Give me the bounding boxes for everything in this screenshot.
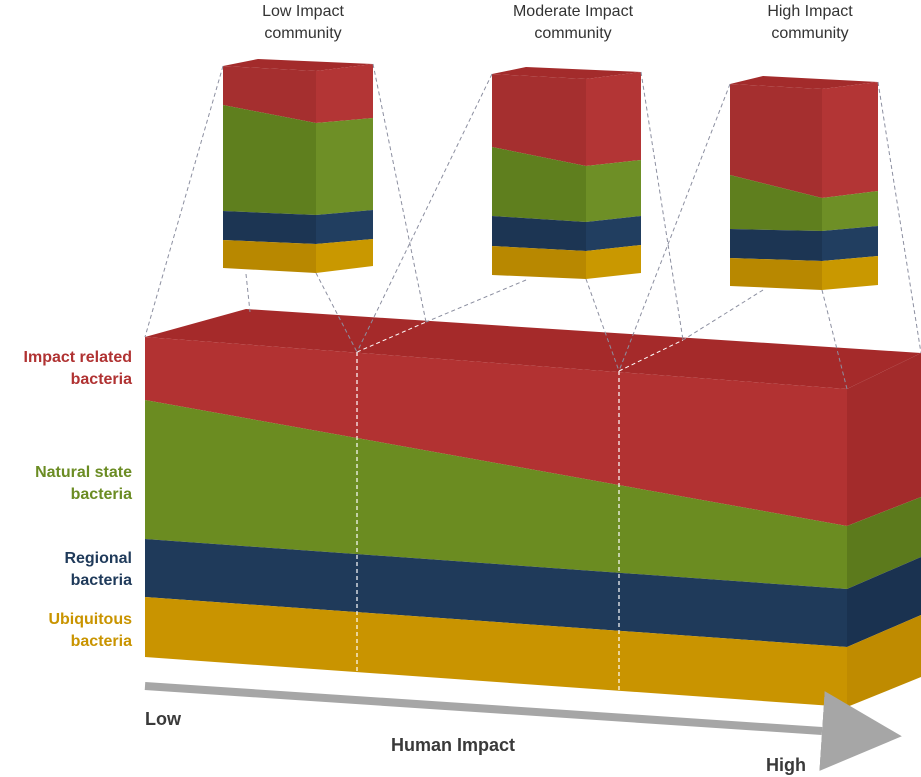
label-ubiquitous-line1: Ubiquitous [48,611,132,628]
main-slab-ubiquitous-band [145,597,847,707]
label-regional-line1: Regional [64,550,132,567]
label-natural-state-line2: bacteria [70,486,132,503]
community-title-low-line1: Low Impact [262,3,344,20]
community-title-moderate-line2: community [534,25,612,42]
axis-low-label: Low [145,709,181,729]
community-title-low-line2: community [264,25,342,42]
main-slab-side-impact [847,353,921,526]
human-impact-arrow [144,682,902,771]
high-impact-cube [730,76,878,290]
community-title-moderate: Moderate Impact community [493,1,653,45]
main-slab-side-natural [847,497,921,589]
main-slab-side-ubiquitous [847,615,921,707]
label-ubiquitous: Ubiquitous bacteria [0,609,132,653]
label-natural-state: Natural state bacteria [0,462,132,506]
community-title-moderate-line1: Moderate Impact [512,3,634,20]
slice-top-low [356,321,427,353]
community-title-high: High Impact community [740,1,880,45]
main-slab-impact-band [145,337,847,526]
label-ubiquitous-line2: bacteria [70,633,132,650]
label-regional: Regional bacteria [0,548,132,592]
moderate-impact-cube [492,67,641,279]
label-regional-line2: bacteria [70,572,132,589]
label-impact-related-line2: bacteria [70,371,132,388]
community-title-high-line2: community [771,25,849,42]
community-title-high-line1: High Impact [767,3,853,20]
axis-title: Human Impact [391,735,516,755]
label-impact-related: Impact related bacteria [0,347,132,391]
main-slab [145,309,921,707]
label-impact-related-line1: Impact related [23,349,132,366]
main-slab-top [145,309,921,389]
main-slab-natural-band [145,400,847,589]
label-natural-state-line1: Natural state [35,464,132,481]
main-slab-regional-band [145,539,847,647]
connector-lines [144,63,921,390]
community-title-low: Low Impact community [233,1,373,45]
axis-high-label: High [766,755,806,775]
main-slab-side-regional [847,557,921,647]
slice-top-moderate [618,339,684,372]
low-impact-cube [223,59,373,273]
